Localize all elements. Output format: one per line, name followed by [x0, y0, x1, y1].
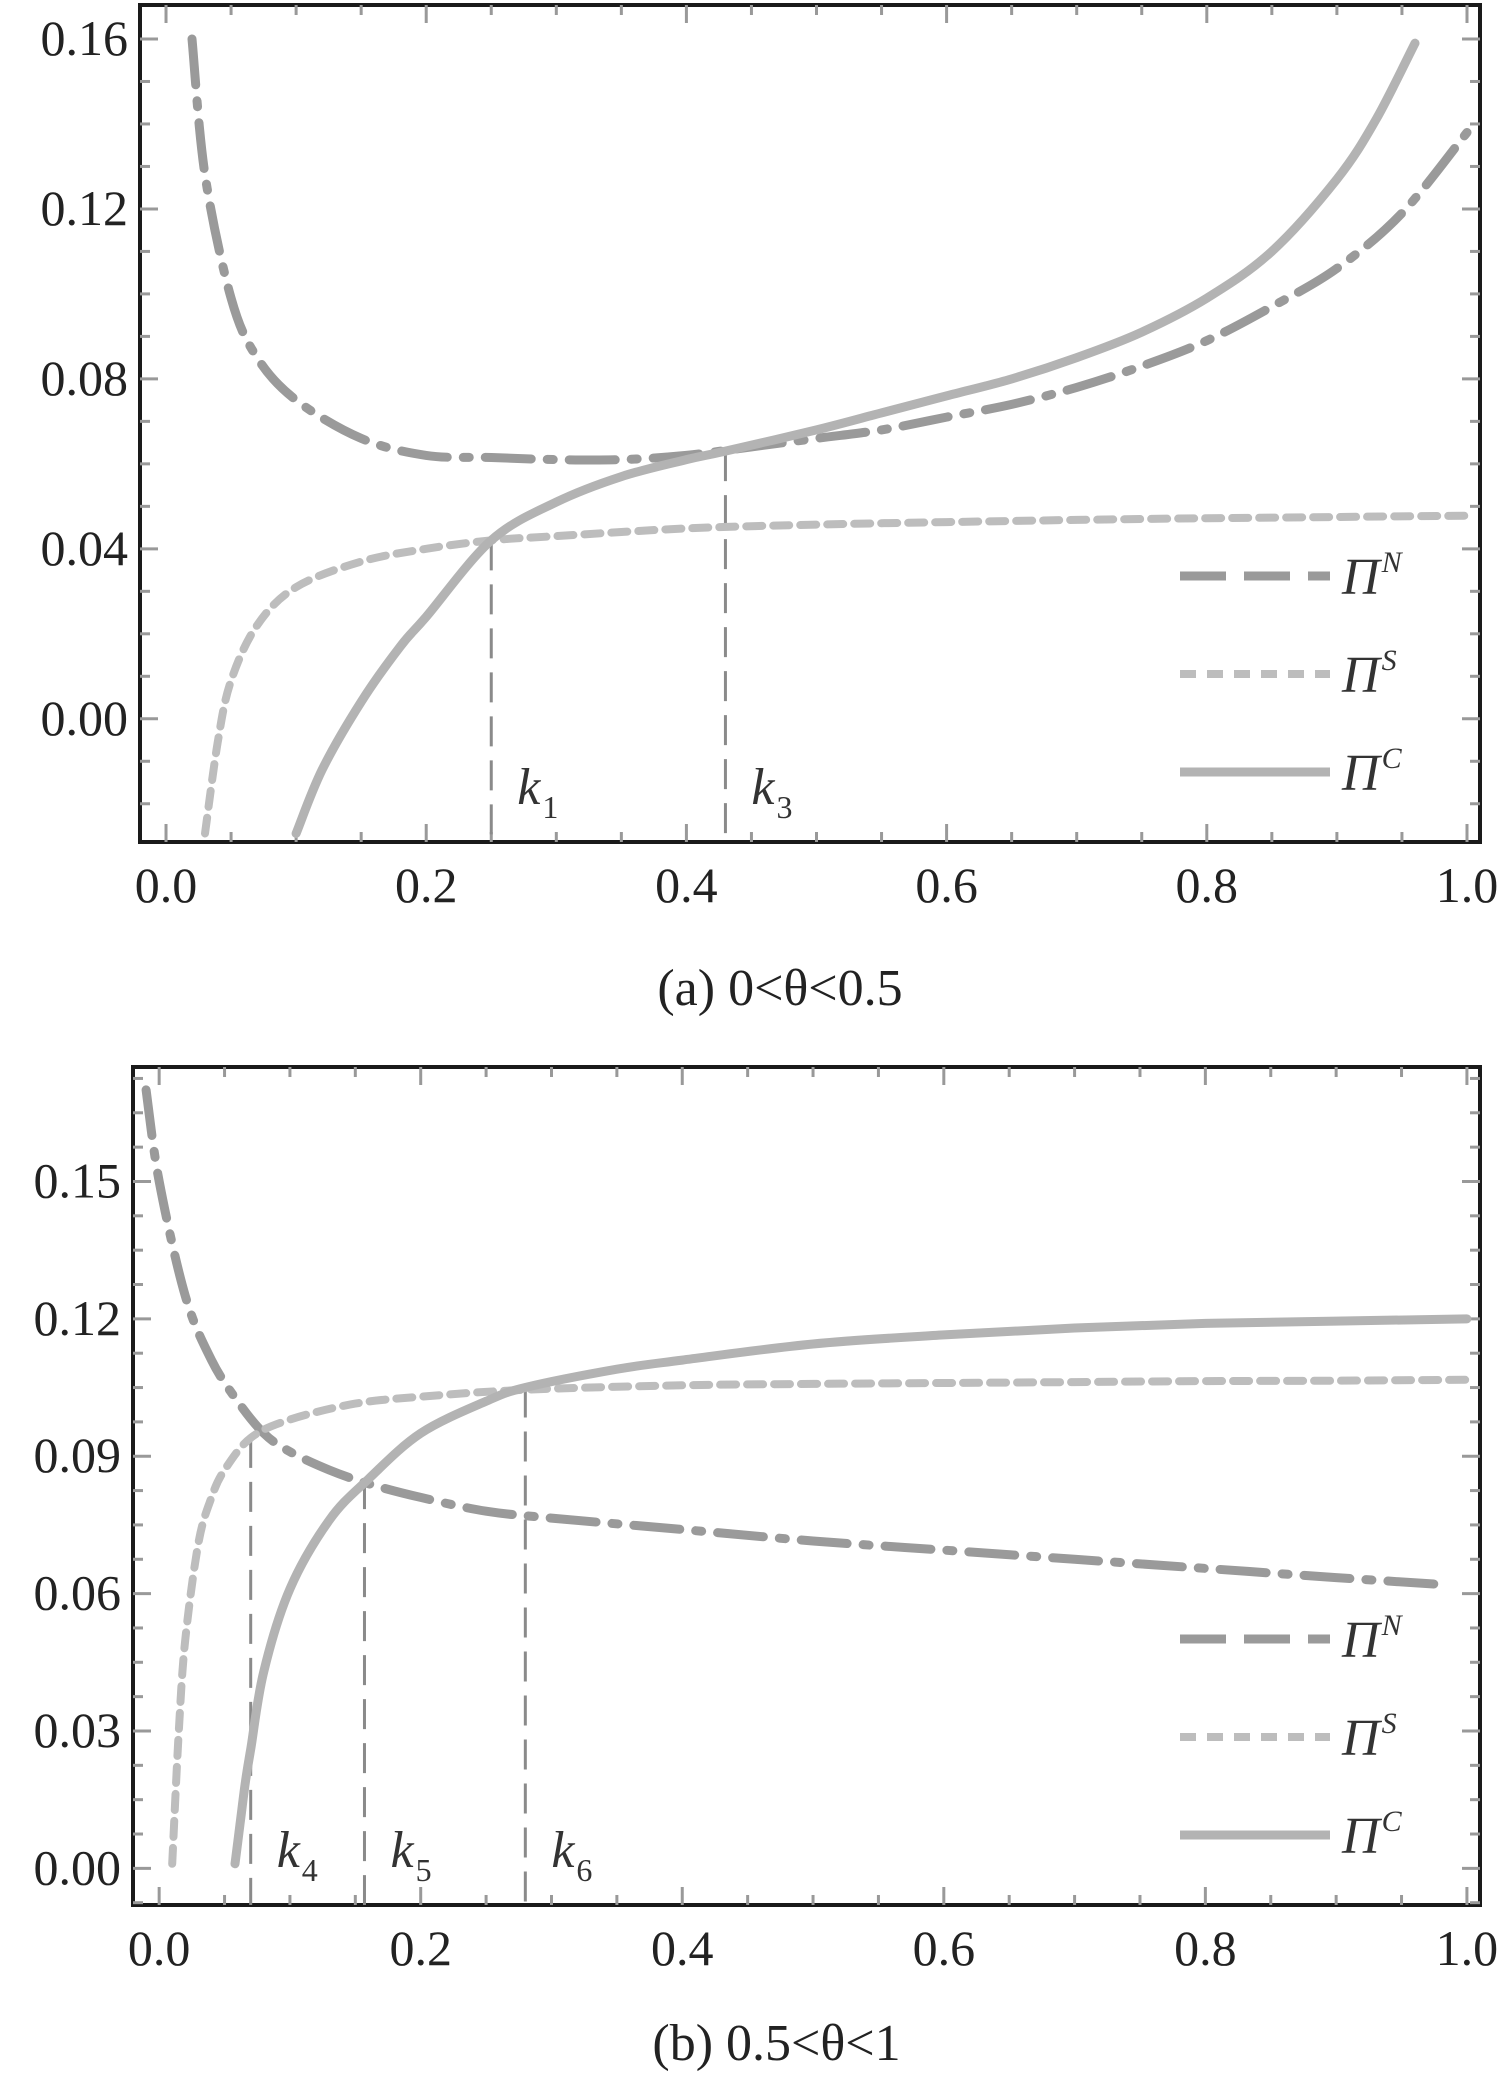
series-line-pi_n: [141, 1085, 1446, 1589]
panel-a: 0.0 0.2 0.4 0.6 0.8 1.0 0.00 0.04 0.08 0.12 0.16 k1…: [41, 3, 1499, 1017]
x-tick-label: 0.8: [1174, 1920, 1237, 1976]
x-tick-label: 0.2: [389, 1920, 452, 1976]
marker-label-k6: k6: [551, 1822, 592, 1888]
panel-caption: (a) 0<θ<0.5: [657, 960, 902, 1017]
series-line-pi_c: [291, 38, 1420, 838]
marker-label-k5: k5: [390, 1822, 431, 1888]
y-tick-label: 0.12: [34, 1290, 122, 1346]
y-tick-label: 0.12: [41, 180, 129, 236]
y-tick-label: 0.09: [34, 1427, 122, 1483]
legend: ΠN ΠS ΠC: [1180, 546, 1404, 802]
y-tick-label: 0.15: [34, 1152, 122, 1208]
x-tick-label: 0.0: [135, 857, 198, 913]
legend-label-pi_s: ΠS: [1341, 1707, 1397, 1767]
x-tick-label: 0.6: [915, 857, 978, 913]
legend-label-pi_s: ΠS: [1341, 644, 1397, 704]
y-tick-label: 0.16: [41, 10, 129, 66]
legend-label-pi_n: ΠN: [1341, 1609, 1404, 1669]
y-tick-label: 0.00: [34, 1839, 122, 1895]
series-line-pi_s: [168, 1375, 1471, 1868]
marker-label-k3: k3: [751, 759, 792, 825]
x-tick-label: 1.0: [1436, 1920, 1499, 1976]
x-tick-label: 0.2: [395, 857, 458, 913]
y-tick-label: 0.00: [41, 690, 129, 746]
x-tick-label: 0.4: [655, 857, 718, 913]
legend: ΠN ΠS ΠC: [1180, 1609, 1404, 1865]
legend-label-pi_c: ΠC: [1341, 1805, 1403, 1865]
x-tick-label: 0.8: [1176, 857, 1239, 913]
panel-caption: (b) 0.5<θ<1: [652, 2015, 900, 2072]
panel-b: 0.0 0.2 0.4 0.6 0.8 1.0 0.00 0.03 0.06 0.09 0.12 0.…: [34, 1065, 1499, 2072]
axis-ticks: [133, 1067, 1480, 1905]
series-line-pi_c: [230, 1314, 1472, 1869]
y-tick-label: 0.04: [41, 520, 129, 576]
x-tick-label: 0.6: [913, 1920, 976, 1976]
y-tick-label: 0.03: [34, 1702, 122, 1758]
series-line-pi_s: [201, 511, 1471, 838]
x-tick-label: 0.4: [651, 1920, 714, 1976]
x-tick-label: 0.0: [128, 1920, 191, 1976]
legend-label-pi_n: ΠN: [1341, 546, 1404, 606]
plot-frame: [138, 3, 1482, 844]
plot-frame: [131, 1065, 1482, 1907]
y-tick-label: 0.06: [34, 1565, 122, 1621]
marker-label-k1: k1: [517, 759, 558, 825]
axis-ticks: [140, 5, 1480, 842]
y-tick-label: 0.08: [41, 350, 129, 406]
legend-label-pi_c: ΠC: [1341, 742, 1403, 802]
marker-label-k4: k4: [277, 1822, 318, 1888]
x-tick-label: 1.0: [1436, 857, 1499, 913]
